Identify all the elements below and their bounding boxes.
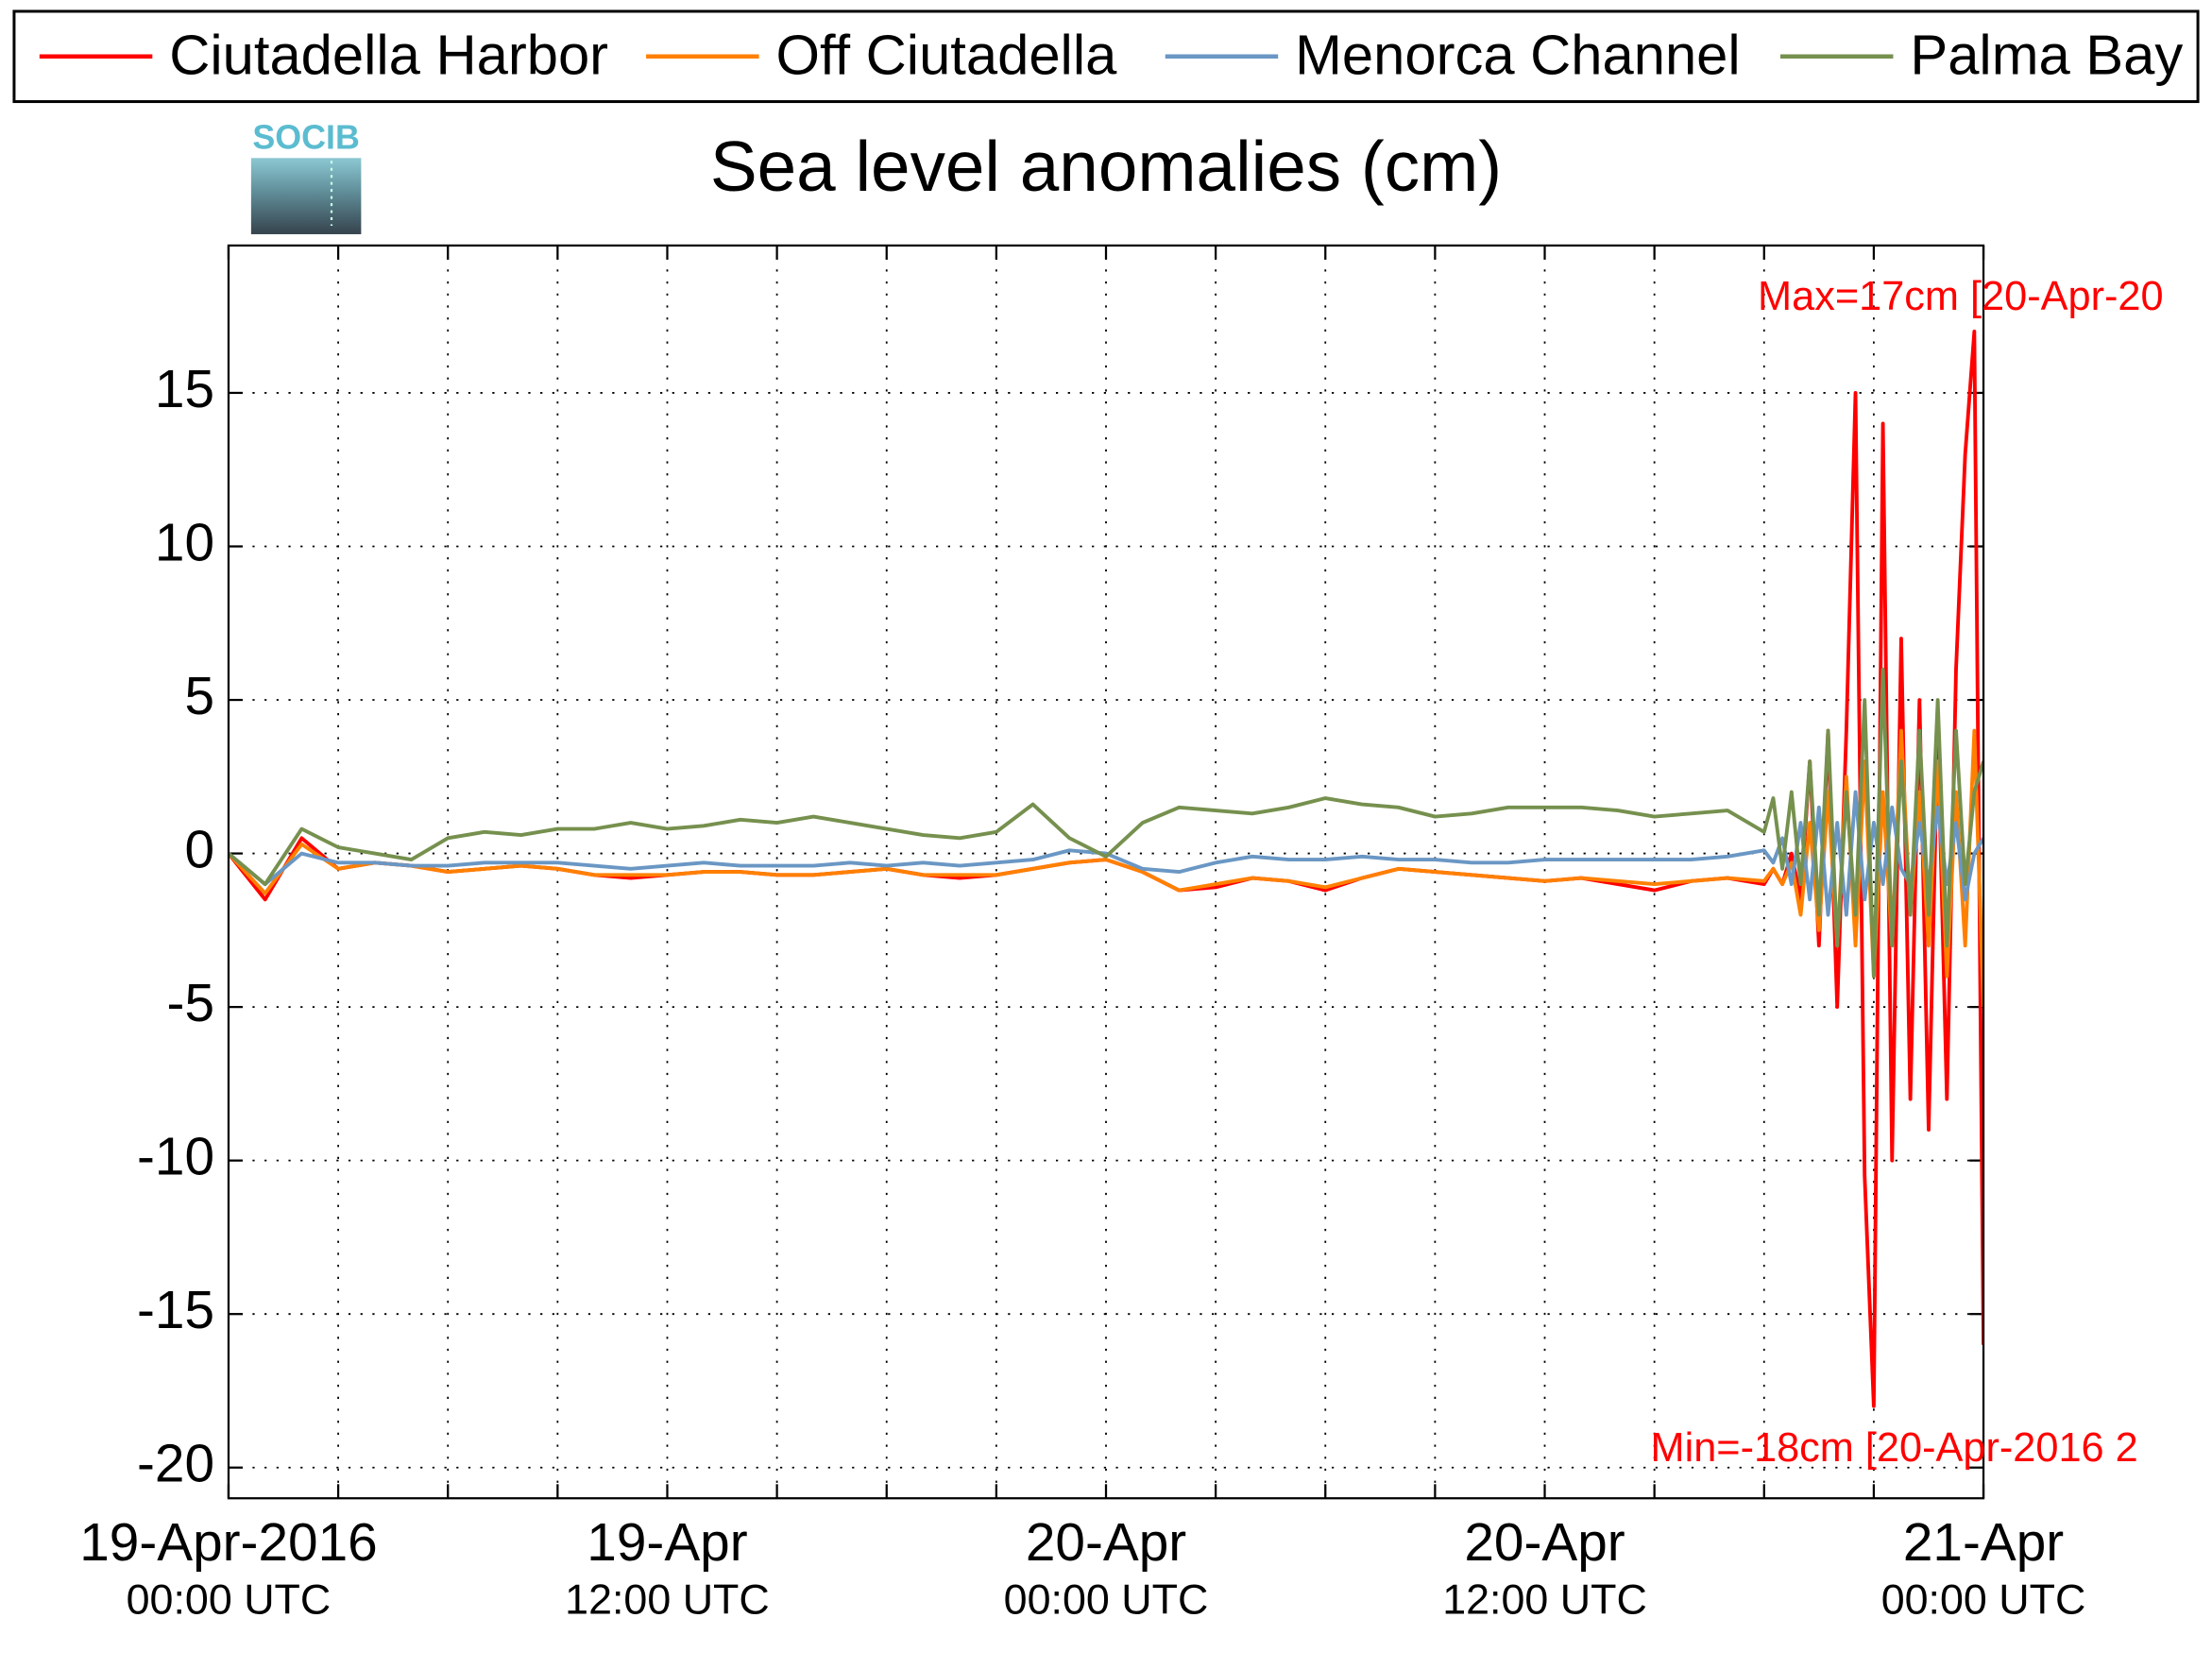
x-tick-label: 19-Apr-2016 [79, 1513, 377, 1573]
x-tick-sublabel: 12:00 UTC [565, 1576, 770, 1624]
y-tick-label: 0 [184, 821, 214, 880]
legend-label: Ciutadella Harbor [169, 24, 608, 87]
plot-series [228, 329, 1984, 1408]
x-tick-sublabel: 00:00 UTC [127, 1576, 332, 1624]
y-tick-label: -10 [137, 1128, 214, 1187]
x-tick-label: 19-Apr [587, 1513, 747, 1573]
plot-area [228, 245, 1984, 1499]
x-tick-sublabel: 12:00 UTC [1442, 1576, 1647, 1624]
chart-title: Sea level anomalies (cm) [710, 127, 1502, 206]
series-line [228, 728, 1984, 1008]
y-tick-label: -5 [167, 974, 214, 1033]
annotation: Min=-18cm [20-Apr-2016 2 [1651, 1425, 2138, 1471]
y-tick-label: 15 [155, 360, 214, 419]
x-tick-sublabel: 00:00 UTC [1881, 1576, 2086, 1624]
plot-frame [227, 244, 1985, 1500]
y-tick-label: -15 [137, 1281, 214, 1340]
x-tick-label: 20-Apr [1026, 1513, 1186, 1573]
y-tick-label: -20 [137, 1435, 214, 1494]
series-line [228, 790, 1984, 917]
logo-box [250, 158, 362, 234]
legend-label: Off Ciutadella [775, 24, 1117, 87]
series-line [228, 667, 1984, 979]
x-tick-sublabel: 00:00 UTC [1004, 1576, 1209, 1624]
x-tick-label: 20-Apr [1464, 1513, 1625, 1573]
logo-text: SOCIB [252, 118, 359, 156]
x-tick-label: 21-Apr [1903, 1513, 2064, 1573]
legend-label: Palma Bay [1910, 24, 2183, 87]
annotation: Max=17cm [20-Apr-20 [1758, 274, 2164, 319]
y-tick-label: 5 [184, 667, 214, 726]
y-tick-label: 10 [155, 513, 214, 572]
legend-label: Menorca Channel [1295, 24, 1741, 87]
